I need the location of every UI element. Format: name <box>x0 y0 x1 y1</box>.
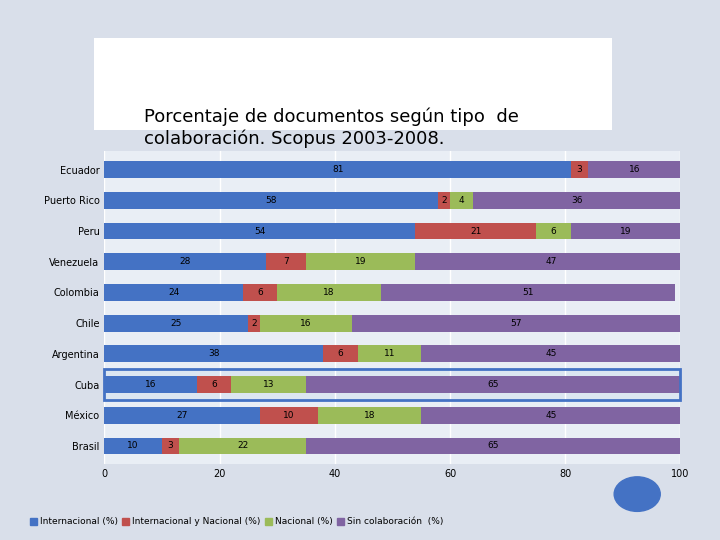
Text: 2: 2 <box>251 319 257 328</box>
Text: 2: 2 <box>441 196 447 205</box>
Bar <box>248 315 260 332</box>
Bar <box>104 192 438 209</box>
Bar <box>318 407 421 424</box>
Bar <box>571 222 680 239</box>
Text: 45: 45 <box>545 411 557 420</box>
Text: 28: 28 <box>179 257 191 266</box>
Bar <box>197 376 231 393</box>
Bar <box>179 437 306 455</box>
Text: 21: 21 <box>470 227 482 235</box>
Bar <box>260 315 352 332</box>
Bar <box>104 284 243 301</box>
Text: 81: 81 <box>332 165 343 174</box>
Text: 27: 27 <box>176 411 188 420</box>
Bar <box>323 346 358 362</box>
Text: 10: 10 <box>127 442 139 450</box>
Bar <box>415 253 686 270</box>
Text: 22: 22 <box>237 442 248 450</box>
Text: 57: 57 <box>510 319 522 328</box>
Text: 3: 3 <box>168 442 174 450</box>
Bar <box>381 284 675 301</box>
Text: 51: 51 <box>522 288 534 297</box>
Bar <box>104 407 260 424</box>
Text: 19: 19 <box>355 257 366 266</box>
Bar <box>358 346 421 362</box>
Text: 18: 18 <box>364 411 375 420</box>
Bar <box>352 315 680 332</box>
Bar <box>536 222 571 239</box>
Bar <box>306 376 680 393</box>
Text: 47: 47 <box>545 257 557 266</box>
Bar <box>450 192 473 209</box>
Bar <box>104 369 686 400</box>
Text: 18: 18 <box>323 288 335 297</box>
Text: 65: 65 <box>487 442 499 450</box>
Text: 10: 10 <box>283 411 294 420</box>
Text: 38: 38 <box>208 349 220 359</box>
Bar <box>243 284 277 301</box>
Bar <box>588 161 680 178</box>
Bar <box>104 315 248 332</box>
Text: 58: 58 <box>266 196 277 205</box>
Text: 16: 16 <box>300 319 312 328</box>
Bar <box>162 437 179 455</box>
Bar <box>104 253 266 270</box>
Bar <box>277 284 381 301</box>
Bar <box>415 222 536 239</box>
Text: 36: 36 <box>571 196 582 205</box>
Bar <box>231 376 306 393</box>
Bar <box>104 376 197 393</box>
Bar <box>104 437 162 455</box>
Text: 65: 65 <box>487 380 499 389</box>
Bar <box>104 222 415 239</box>
Text: Porcentaje de documentos según tipo  de
colaboración. Scopus 2003-2008.: Porcentaje de documentos según tipo de c… <box>144 108 519 148</box>
Text: 6: 6 <box>338 349 343 359</box>
Bar <box>571 161 588 178</box>
Bar <box>306 437 680 455</box>
Text: 6: 6 <box>211 380 217 389</box>
Text: 3: 3 <box>577 165 582 174</box>
Bar <box>438 192 450 209</box>
Text: 6: 6 <box>551 227 557 235</box>
Text: 25: 25 <box>171 319 182 328</box>
Bar <box>421 346 680 362</box>
Text: 24: 24 <box>168 288 179 297</box>
Text: 11: 11 <box>384 349 395 359</box>
Bar <box>473 192 680 209</box>
Text: 7: 7 <box>283 257 289 266</box>
Bar <box>266 253 306 270</box>
Text: 54: 54 <box>254 227 266 235</box>
Text: 45: 45 <box>545 349 557 359</box>
Bar <box>104 161 571 178</box>
Text: 16: 16 <box>145 380 156 389</box>
Text: 19: 19 <box>620 227 631 235</box>
Text: 6: 6 <box>257 288 263 297</box>
Legend: Internacional (%), Internacional y Nacional (%), Nacional (%), Sin colaboración : Internacional (%), Internacional y Nacio… <box>26 514 447 530</box>
Text: 4: 4 <box>459 196 464 205</box>
Text: 16: 16 <box>629 165 640 174</box>
Text: 13: 13 <box>263 380 274 389</box>
Bar <box>306 253 415 270</box>
Bar <box>104 346 323 362</box>
Bar <box>260 407 318 424</box>
Bar <box>421 407 680 424</box>
